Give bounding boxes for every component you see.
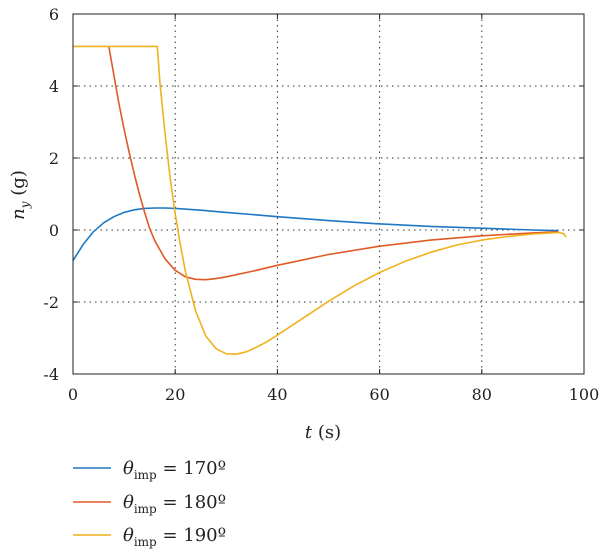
y-tick-label: 0 <box>49 221 59 240</box>
y-tick-label: -4 <box>43 365 59 384</box>
legend: θimp = 170º θimp = 180º θimp = 190º <box>73 458 226 549</box>
series-line-3 <box>73 45 567 356</box>
grid-lines <box>73 14 584 374</box>
x-tick-label: 60 <box>369 385 389 404</box>
y-tick-label: 2 <box>49 149 59 168</box>
x-tick-label: 0 <box>68 385 78 404</box>
x-tick-label: 100 <box>569 385 600 404</box>
legend-label-1: θimp = 170º <box>123 458 226 482</box>
y-axis-label: ny (g) <box>8 170 32 220</box>
x-tick-label: 20 <box>165 385 185 404</box>
legend-label-3: θimp = 190º <box>123 525 226 549</box>
y-tick-label: 6 <box>49 5 59 24</box>
legend-label-2: θimp = 180º <box>123 492 226 516</box>
x-axis-label: t (s) <box>305 422 341 443</box>
axis-ticks: 0 20 40 60 80 100 -4 -2 0 2 4 6 <box>43 5 599 404</box>
plot-frame <box>72 13 585 375</box>
x-tick-label: 80 <box>472 385 492 404</box>
x-tick-label: 40 <box>267 385 287 404</box>
y-tick-label: 4 <box>49 77 59 96</box>
series-layer <box>72 45 567 356</box>
series-line-2 <box>108 46 559 281</box>
y-tick-label: -2 <box>43 293 59 312</box>
